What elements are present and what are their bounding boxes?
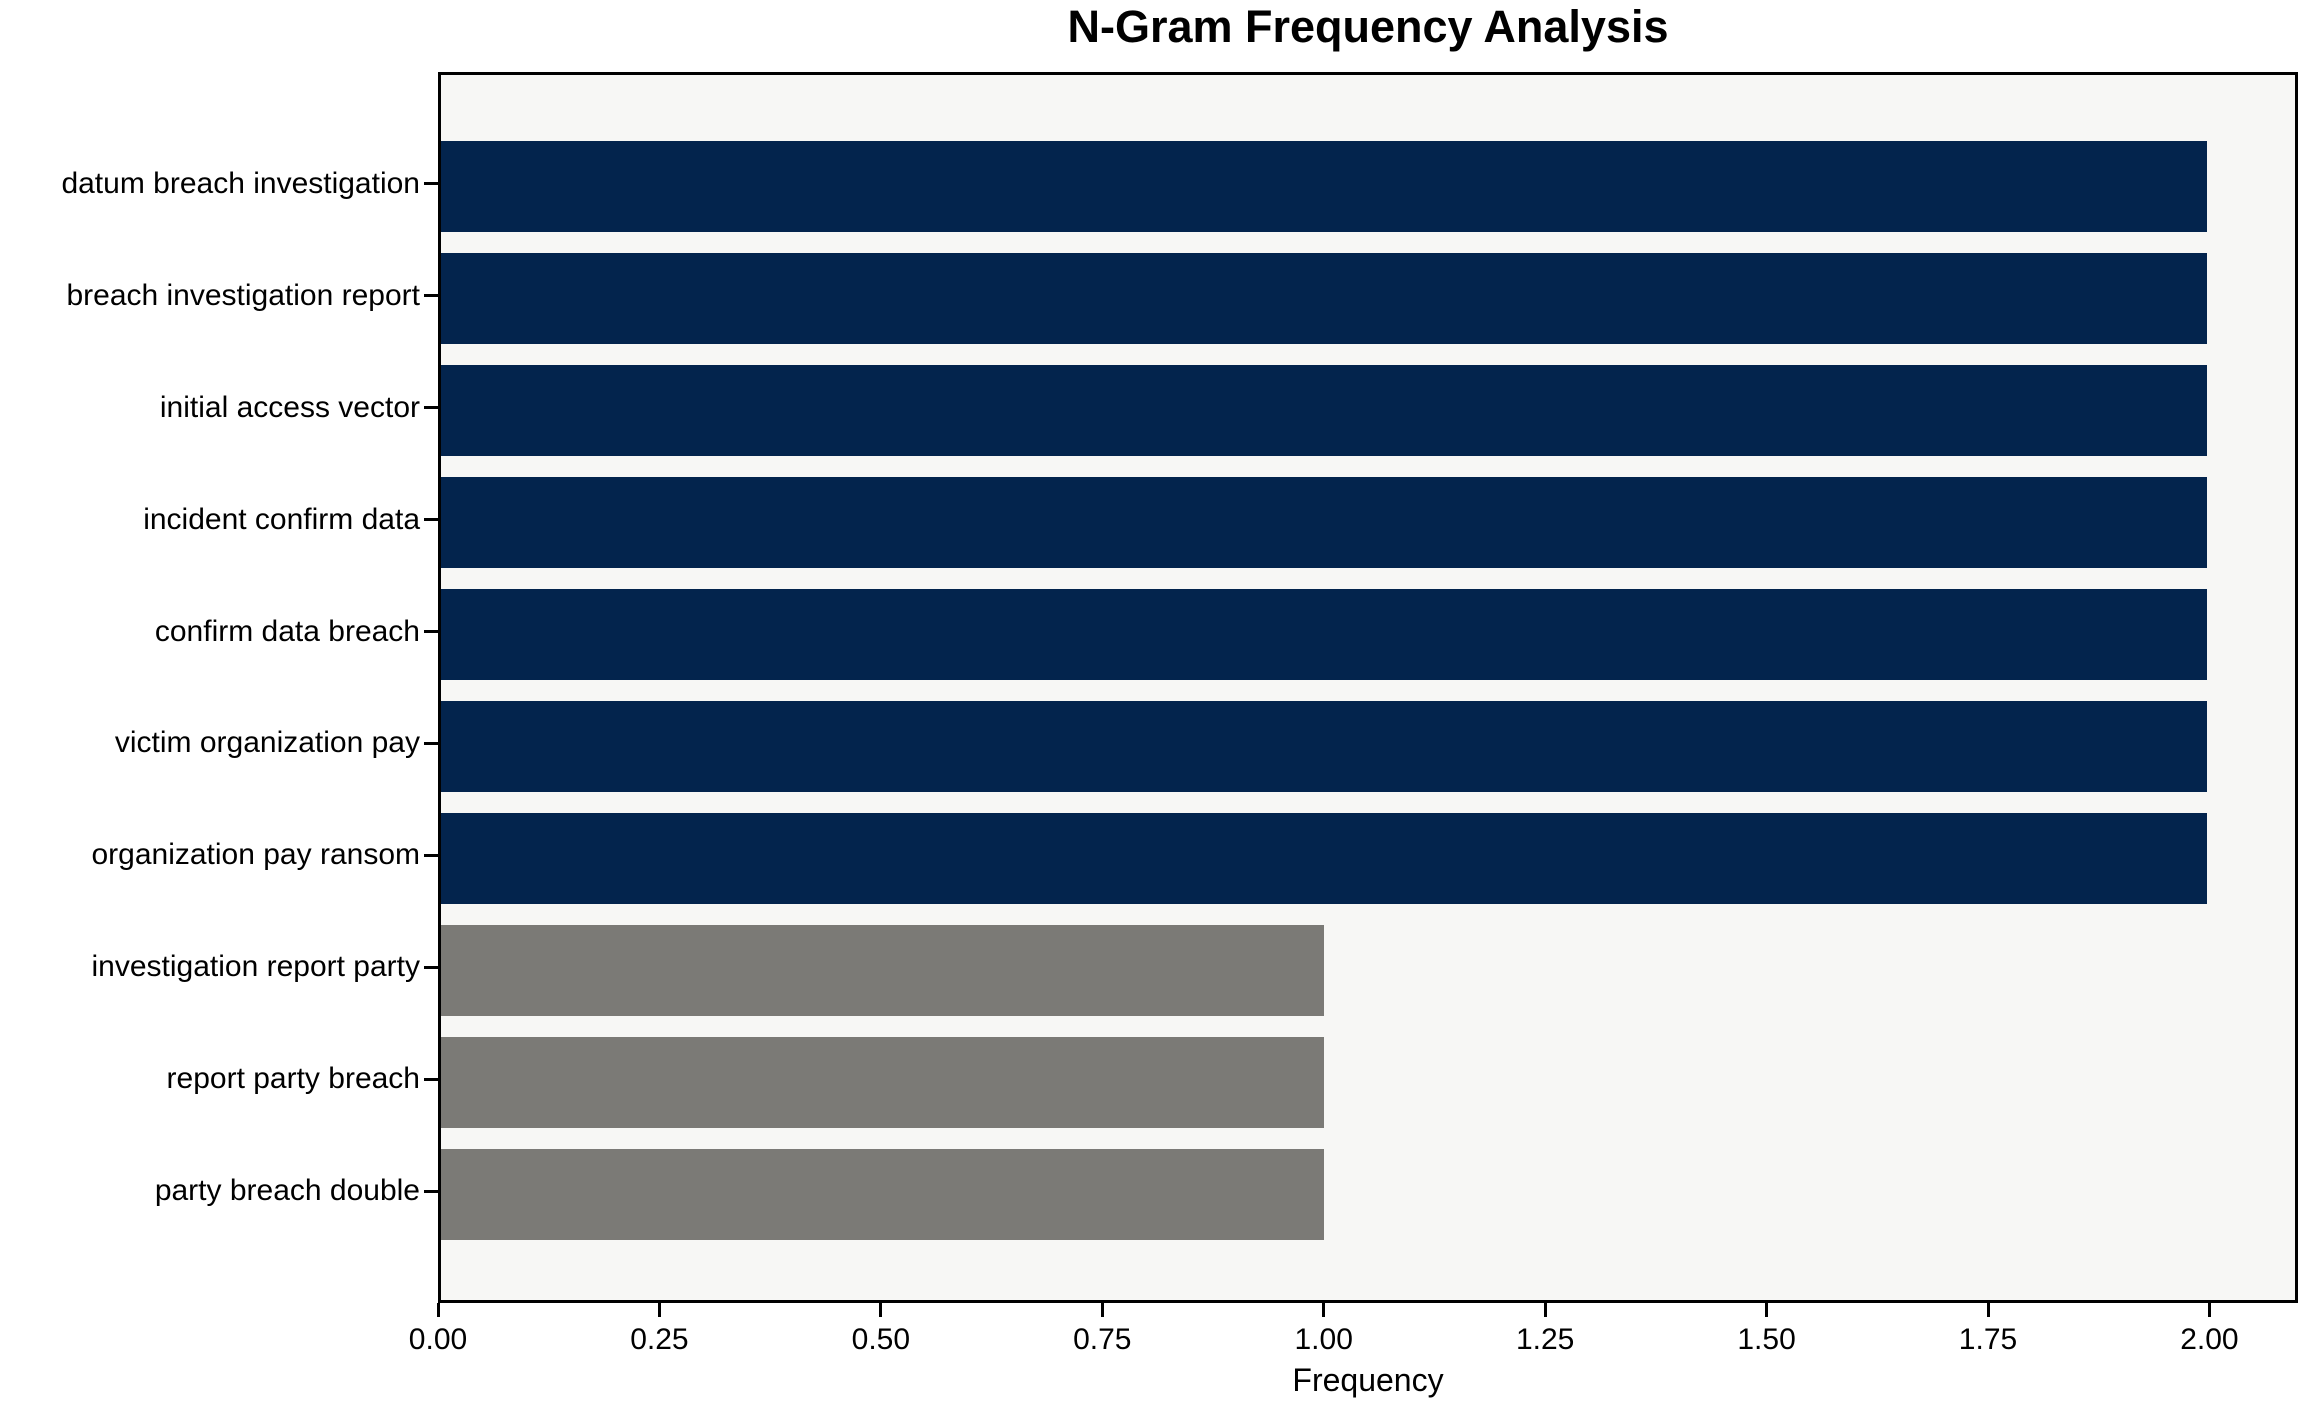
bar bbox=[441, 253, 2207, 345]
y-tick-label: victim organization pay bbox=[114, 726, 420, 760]
y-tick-mark bbox=[424, 294, 438, 298]
bar bbox=[441, 365, 2207, 457]
x-tick-label: 1.50 bbox=[1737, 1323, 1796, 1356]
x-tick-label: 0.00 bbox=[408, 1323, 468, 1356]
y-tick-mark bbox=[424, 1189, 438, 1193]
x-tick-label: 1.75 bbox=[1958, 1323, 2018, 1356]
y-tick-label: incident confirm data bbox=[143, 502, 420, 536]
x-tick-label: 1.25 bbox=[1515, 1323, 1575, 1356]
y-tick-mark bbox=[424, 630, 438, 634]
y-tick-label: party breach double bbox=[154, 1174, 420, 1208]
y-tick-label: confirm data breach bbox=[154, 614, 420, 648]
x-tick-mark bbox=[436, 1303, 440, 1317]
y-tick-mark bbox=[424, 518, 438, 522]
y-tick-label: report party breach bbox=[166, 1062, 420, 1096]
chart-title: N-Gram Frequency Analysis bbox=[1067, 1, 1669, 52]
x-tick-label: 0.75 bbox=[1073, 1323, 1132, 1356]
y-tick-label: organization pay ransom bbox=[91, 838, 420, 872]
bar bbox=[441, 924, 1324, 1016]
y-tick-mark bbox=[424, 406, 438, 410]
x-tick-mark bbox=[1100, 1303, 1104, 1317]
y-tick-mark bbox=[424, 741, 438, 745]
x-tick-mark bbox=[1986, 1303, 1990, 1317]
bar bbox=[441, 589, 2207, 681]
x-tick-label: 2.00 bbox=[2180, 1323, 2239, 1356]
bar bbox=[441, 700, 2207, 792]
bars-container bbox=[441, 75, 2295, 1300]
y-tick-mark bbox=[424, 182, 438, 186]
x-tick-label: 1.00 bbox=[1294, 1323, 1353, 1356]
bar bbox=[441, 141, 2207, 233]
y-tick-label: initial access vector bbox=[159, 390, 420, 424]
bar bbox=[441, 1148, 1324, 1240]
bar bbox=[441, 812, 2207, 904]
x-tick-label: 0.25 bbox=[630, 1323, 689, 1356]
x-tick-label: 0.50 bbox=[851, 1323, 911, 1356]
x-tick-mark bbox=[1765, 1303, 1769, 1317]
x-axis-label: Frequency bbox=[1292, 1362, 1444, 1398]
x-tick-mark bbox=[1322, 1303, 1326, 1317]
x-tick-mark bbox=[1543, 1303, 1547, 1317]
y-tick-label: investigation report party bbox=[91, 950, 420, 984]
y-tick-mark bbox=[424, 853, 438, 857]
y-tick-mark bbox=[424, 965, 438, 969]
x-tick-mark bbox=[2207, 1303, 2211, 1317]
y-tick-label: datum breach investigation bbox=[61, 166, 420, 200]
x-tick-mark bbox=[879, 1303, 883, 1317]
x-tick-mark bbox=[657, 1303, 661, 1317]
y-tick-mark bbox=[424, 1077, 438, 1081]
bar bbox=[441, 477, 2207, 569]
plot-area bbox=[438, 72, 2298, 1303]
bar bbox=[441, 1036, 1324, 1128]
y-tick-label: breach investigation report bbox=[66, 278, 420, 312]
